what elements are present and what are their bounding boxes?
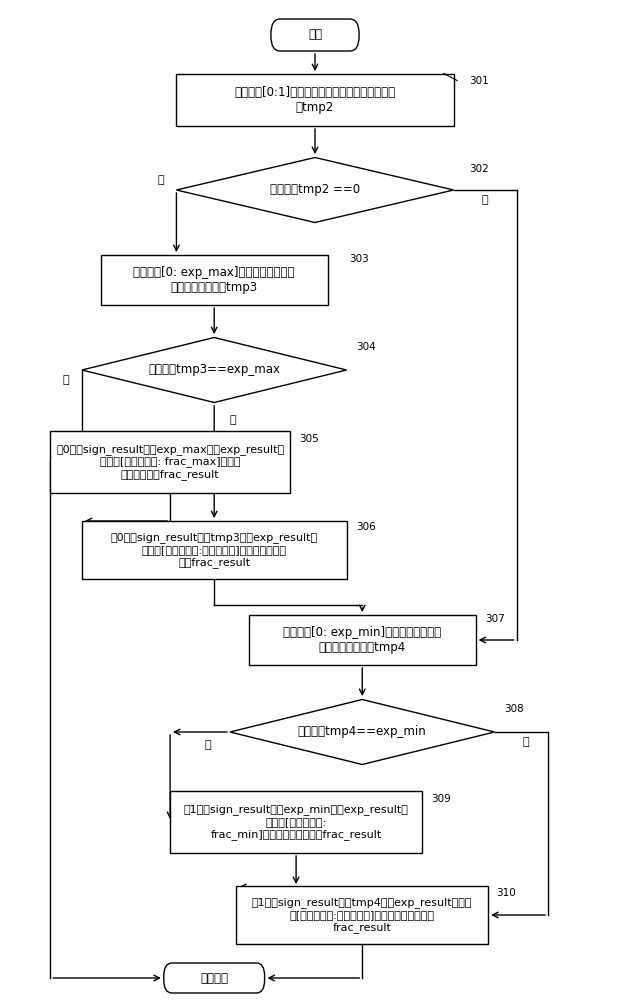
Text: 确定是否tmp4==exp_min: 确定是否tmp4==exp_min	[298, 726, 427, 738]
Text: 将1作为sign_result，将tmp4作为exp_result，将位
于[第二预定值:第一预定值]范围内的随机值作为
frac_result: 将1作为sign_result，将tmp4作为exp_result，将位 于[第…	[252, 897, 472, 933]
FancyBboxPatch shape	[236, 886, 488, 944]
Polygon shape	[82, 338, 346, 402]
FancyBboxPatch shape	[170, 791, 422, 853]
Text: 确定是否tmp3==exp_max: 确定是否tmp3==exp_max	[148, 363, 280, 376]
Text: 是: 是	[63, 375, 69, 385]
FancyBboxPatch shape	[249, 615, 476, 665]
Text: 生成位于[0: exp_min]范围内的随机值，
作为第四中间变量tmp4: 生成位于[0: exp_min]范围内的随机值， 作为第四中间变量tmp4	[284, 626, 441, 654]
FancyBboxPatch shape	[50, 431, 290, 493]
FancyBboxPatch shape	[164, 963, 265, 993]
Text: 310: 310	[496, 888, 515, 898]
FancyBboxPatch shape	[101, 255, 328, 305]
Polygon shape	[230, 700, 495, 764]
Text: 305: 305	[299, 434, 319, 444]
Text: 将0作为sign_result，将tmp3作为exp_result，
将位于[第二预定值:第一预定值]范围内的随机值
作为frac_result: 将0作为sign_result，将tmp3作为exp_result， 将位于[第…	[111, 532, 318, 568]
Text: 是: 是	[205, 740, 211, 750]
FancyBboxPatch shape	[176, 74, 454, 126]
Text: 将0作为sign_result，将exp_max作为exp_result，
将位于[第二预定值: frac_max]范围内
的随机值作为frac_result: 将0作为sign_result，将exp_max作为exp_result， 将位…	[56, 444, 284, 480]
Text: 否: 否	[230, 415, 236, 425]
Text: 301: 301	[469, 76, 489, 86]
Text: 308: 308	[504, 704, 524, 714]
Text: 306: 306	[356, 522, 375, 532]
Text: 304: 304	[356, 342, 375, 352]
Text: 开始: 开始	[308, 28, 322, 41]
Text: 确定是否tmp2 ==0: 确定是否tmp2 ==0	[270, 184, 360, 196]
Text: 307: 307	[485, 614, 505, 624]
Text: 303: 303	[350, 254, 369, 264]
Text: 将1作为sign_result，将exp_min作为exp_result，
将位于[第二预定值:
frac_min]范围内的随机值作为frac_result: 将1作为sign_result，将exp_min作为exp_result， 将位…	[184, 804, 408, 840]
Text: 否: 否	[523, 737, 529, 747]
FancyBboxPatch shape	[82, 521, 346, 579]
Text: 309: 309	[432, 794, 451, 804]
Text: 302: 302	[469, 164, 489, 174]
FancyBboxPatch shape	[271, 19, 359, 51]
Polygon shape	[176, 157, 454, 222]
Text: 否: 否	[482, 195, 488, 205]
Text: 生成位于[0:1]范围内的随机值，作为第二中间变
量tmp2: 生成位于[0:1]范围内的随机值，作为第二中间变 量tmp2	[234, 86, 396, 114]
Text: 生成位于[0: exp_max]范围内的随机值，
作为第三中间变量tmp3: 生成位于[0: exp_max]范围内的随机值， 作为第三中间变量tmp3	[134, 266, 295, 294]
Text: 是: 是	[158, 175, 164, 185]
Text: 结束流程: 结束流程	[200, 972, 228, 984]
